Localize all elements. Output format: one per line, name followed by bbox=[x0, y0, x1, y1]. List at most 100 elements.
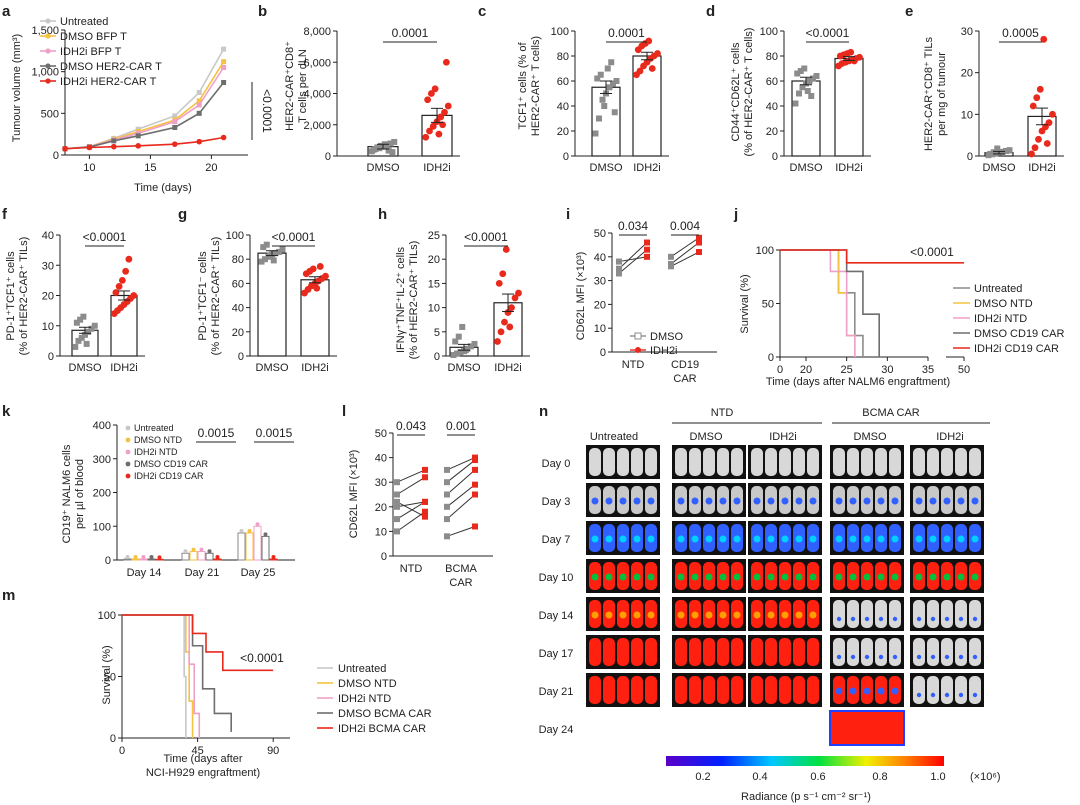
e-point bbox=[990, 149, 997, 156]
m-x-tick-label: 90 bbox=[267, 745, 279, 757]
n-signal bbox=[958, 692, 964, 698]
i-point-idh2i bbox=[644, 253, 650, 260]
panel-label-m: m bbox=[2, 587, 15, 604]
n-signal bbox=[767, 573, 775, 581]
c-point bbox=[648, 65, 656, 72]
l-y-tick-label: 50 bbox=[375, 428, 387, 440]
h-point bbox=[471, 340, 478, 347]
n-signal bbox=[605, 611, 613, 619]
m-ylabel: Survival (%) bbox=[101, 645, 113, 704]
panel-label-f: f bbox=[2, 206, 8, 223]
j-x-tick-label: 30 bbox=[881, 364, 893, 376]
a-series-point bbox=[172, 125, 178, 130]
n-signal bbox=[753, 573, 761, 581]
n-mouse bbox=[847, 448, 859, 476]
k-legend-label: Untreated bbox=[134, 423, 174, 433]
d-point bbox=[806, 78, 813, 84]
n-signal bbox=[877, 687, 885, 695]
h-point bbox=[454, 350, 460, 357]
a-series-point bbox=[221, 65, 227, 70]
c-point bbox=[604, 65, 611, 72]
f-point bbox=[73, 319, 80, 326]
n-signal bbox=[943, 497, 951, 505]
n-mouse bbox=[889, 638, 901, 666]
n-signal bbox=[591, 687, 599, 695]
k-point bbox=[191, 547, 196, 552]
d-y-tick-label: 20 bbox=[766, 126, 778, 138]
c-point bbox=[592, 130, 599, 137]
a-series-point bbox=[111, 138, 117, 144]
l-point-dmso bbox=[444, 479, 450, 486]
i-pair-line bbox=[618, 256, 648, 263]
k-legend-label: DMSO CD19 CAR bbox=[134, 459, 209, 469]
n-signal bbox=[971, 497, 979, 505]
n-signal bbox=[619, 535, 627, 543]
e-point bbox=[987, 150, 994, 157]
a-legend-label: DMSO BFP T bbox=[60, 31, 127, 43]
k-bar bbox=[245, 532, 254, 561]
colorbar-tick-5: 1.0 bbox=[930, 771, 945, 783]
l-ylabel: CD62L MFI (×10³) bbox=[348, 450, 360, 539]
n-mouse bbox=[955, 448, 967, 476]
panel-label-l: l bbox=[342, 403, 346, 420]
j-ylabel: Survival (%) bbox=[739, 274, 751, 333]
h-ylabel-1: IFNγ⁺TNF⁺IL-2⁺ cells bbox=[395, 246, 407, 353]
d-y-tick-label: 80 bbox=[766, 51, 778, 63]
n-sub-dmso-2: DMSO bbox=[854, 431, 887, 443]
i-pair-line bbox=[670, 251, 700, 267]
l-pair-line bbox=[446, 469, 476, 495]
n-signal bbox=[877, 497, 885, 505]
b-y-tick-label: 0 bbox=[325, 151, 331, 163]
n-signal bbox=[863, 497, 871, 505]
f-y-tick-label: 0 bbox=[48, 351, 54, 363]
k-ylabel-2: per µl of blood bbox=[74, 459, 86, 529]
n-signal bbox=[677, 687, 685, 695]
n-mouse bbox=[913, 676, 925, 704]
n-signal bbox=[705, 649, 713, 657]
h-point bbox=[457, 349, 464, 356]
n-signal bbox=[930, 654, 936, 660]
n-signal bbox=[957, 535, 965, 543]
a-series-point bbox=[135, 126, 141, 132]
colorbar-tick-1: 0.2 bbox=[695, 771, 710, 783]
m-legend-label: IDH2i NTD bbox=[338, 693, 391, 705]
k-bar bbox=[181, 552, 190, 561]
d-bar bbox=[834, 57, 864, 157]
k-bar bbox=[131, 558, 140, 561]
b-point bbox=[422, 133, 430, 141]
l-point-dmso bbox=[444, 533, 450, 540]
a-series-point bbox=[135, 133, 141, 139]
a-legend-label: IDH2i HER2-CAR T bbox=[60, 76, 157, 88]
n-mouse bbox=[927, 448, 939, 476]
j-x-tick-label: 0 bbox=[777, 364, 783, 376]
d-point bbox=[792, 100, 799, 107]
n-signal bbox=[809, 497, 817, 505]
n-signal bbox=[915, 573, 923, 581]
colorbar-tick-2: 0.4 bbox=[752, 771, 767, 783]
colorbar-scale: (×10⁶) bbox=[970, 771, 1001, 783]
j-legend-label: DMSO CD19 CAR bbox=[974, 328, 1065, 340]
a-series-point bbox=[196, 102, 202, 108]
d-point bbox=[804, 88, 811, 94]
b-point bbox=[435, 130, 443, 138]
c-point bbox=[596, 115, 602, 122]
n-sub-idh2i-2: IDH2i bbox=[936, 431, 964, 443]
n-group-ntd: NTD bbox=[711, 407, 734, 419]
n-signal bbox=[877, 573, 885, 581]
b-y-tick-label: 2,000 bbox=[303, 120, 331, 132]
n-signal bbox=[944, 654, 950, 660]
n-signal bbox=[753, 497, 761, 505]
k-point bbox=[239, 529, 244, 533]
n-signal bbox=[863, 535, 871, 543]
d-y-tick-label: 40 bbox=[766, 101, 778, 113]
k-bar bbox=[155, 558, 164, 561]
b-point bbox=[431, 85, 439, 93]
m-survival-curve bbox=[122, 614, 187, 738]
n-signal bbox=[781, 535, 789, 543]
n-signal bbox=[809, 535, 817, 543]
k-bar bbox=[147, 558, 156, 561]
g-category-label: DMSO bbox=[256, 362, 289, 374]
d-point bbox=[801, 65, 808, 72]
a-legend-marker bbox=[45, 78, 51, 84]
n-mouse bbox=[927, 638, 939, 666]
